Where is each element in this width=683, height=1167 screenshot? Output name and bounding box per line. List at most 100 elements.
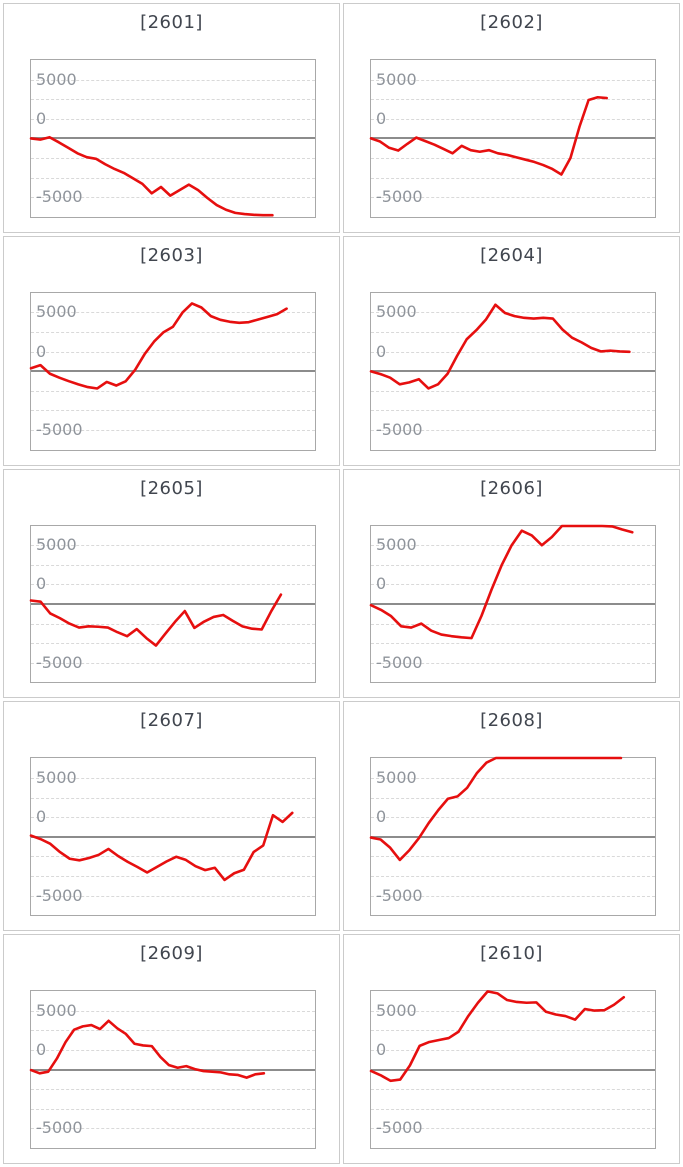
gridline: [371, 643, 655, 645]
zero-line: [371, 835, 655, 838]
gridline: [31, 797, 315, 799]
slump-line: [371, 992, 624, 1081]
chart-title: [2604]: [480, 244, 543, 266]
chart-panel: [2606] 5000 0 -5000: [343, 468, 680, 699]
plot-area: 5000 0 -5000: [370, 524, 656, 684]
slump-graph-svg: [31, 991, 315, 1148]
gridline: [371, 390, 655, 392]
slump-line: [371, 97, 607, 174]
chart-panel: [2603] 5000 0 -5000: [3, 235, 340, 466]
chart-grid: [2601] 5000 0 -5000 [2602] 50: [3, 3, 680, 1164]
zero-line: [371, 370, 655, 373]
gridline: [31, 817, 315, 819]
gridline: [371, 118, 655, 120]
gridline: [31, 856, 315, 858]
chart-panel: [2609] 5000 0 -5000: [3, 934, 340, 1164]
gridline: [31, 584, 315, 586]
gridline: [371, 817, 655, 819]
zero-line: [31, 835, 315, 838]
gridline: [371, 312, 655, 314]
gridline: [371, 564, 655, 566]
gridline: [31, 545, 315, 547]
gridline: [31, 351, 315, 353]
chart-title: [2602]: [480, 12, 543, 33]
gridline: [371, 429, 655, 431]
slump-graph-svg: [31, 526, 315, 683]
gridline: [371, 1128, 655, 1130]
gridline: [31, 177, 315, 179]
slump-line: [31, 1021, 264, 1078]
plot-area: 5000 0 -5000: [30, 524, 316, 684]
plot-area: 5000 0 -5000: [30, 291, 316, 451]
gridline: [371, 351, 655, 353]
gridline: [371, 856, 655, 858]
plot-area: 5000 0 -5000: [30, 757, 316, 917]
plot-area: 5000 0 -5000: [370, 291, 656, 451]
gridline: [31, 643, 315, 645]
gridline: [31, 1089, 315, 1091]
chart-panel: [2602] 5000 0 -5000: [343, 3, 680, 233]
chart-title: [2603]: [140, 244, 203, 266]
slump-graph-svg: [371, 293, 655, 450]
gridline: [371, 1108, 655, 1110]
gridline: [31, 1049, 315, 1051]
zero-line: [31, 602, 315, 605]
slump-line: [31, 303, 287, 388]
gridline: [31, 157, 315, 159]
gridline: [31, 564, 315, 566]
chart-title: [2606]: [480, 477, 543, 499]
zero-line: [31, 370, 315, 373]
slump-graph-svg: [371, 526, 655, 683]
slump-line: [371, 305, 629, 389]
plot-area: 5000 0 -5000: [370, 757, 656, 917]
slump-graph-svg: [371, 60, 655, 217]
gridline: [371, 777, 655, 779]
chart-title: [2610]: [480, 943, 543, 965]
gridline: [31, 1010, 315, 1012]
gridline: [371, 177, 655, 179]
gridline: [31, 875, 315, 877]
zero-line: [371, 1068, 655, 1071]
chart-panel: [2604] 5000 0 -5000: [343, 235, 680, 466]
chart-panel: [2608] 5000 0 -5000: [343, 701, 680, 932]
plot-area: 5000 0 -5000: [370, 59, 656, 218]
plot-area: 5000 0 -5000: [30, 59, 316, 218]
gridline: [371, 662, 655, 664]
zero-line: [31, 137, 315, 140]
gridline: [31, 118, 315, 120]
gridline: [371, 545, 655, 547]
gridline: [371, 410, 655, 412]
slump-line: [371, 526, 632, 638]
gridline: [31, 79, 315, 81]
plot-area: 5000 0 -5000: [30, 990, 316, 1149]
chart-panel: [2610] 5000 0 -5000: [343, 934, 680, 1164]
gridline: [371, 875, 655, 877]
gridline: [31, 390, 315, 392]
slump-line: [31, 137, 272, 215]
slump-graph-svg: [31, 293, 315, 450]
zero-line: [31, 1068, 315, 1071]
gridline: [31, 99, 315, 101]
gridline: [371, 1089, 655, 1091]
chart-title: [2609]: [140, 943, 203, 965]
chart-panel: [2605] 5000 0 -5000: [3, 468, 340, 699]
gridline: [31, 410, 315, 412]
gridline: [371, 157, 655, 159]
zero-line: [371, 137, 655, 140]
slump-line: [371, 758, 621, 860]
gridline: [31, 429, 315, 431]
slump-line: [31, 813, 292, 880]
gridline: [31, 777, 315, 779]
gridline: [371, 197, 655, 199]
gridline: [31, 312, 315, 314]
slump-graph-svg: [371, 991, 655, 1148]
chart-title: [2605]: [140, 477, 203, 499]
gridline: [31, 197, 315, 199]
gridline: [371, 1030, 655, 1032]
gridline: [371, 79, 655, 81]
gridline: [371, 99, 655, 101]
chart-panel: [2607] 5000 0 -5000: [3, 701, 340, 932]
gridline: [371, 1049, 655, 1051]
gridline: [371, 797, 655, 799]
gridline: [371, 895, 655, 897]
